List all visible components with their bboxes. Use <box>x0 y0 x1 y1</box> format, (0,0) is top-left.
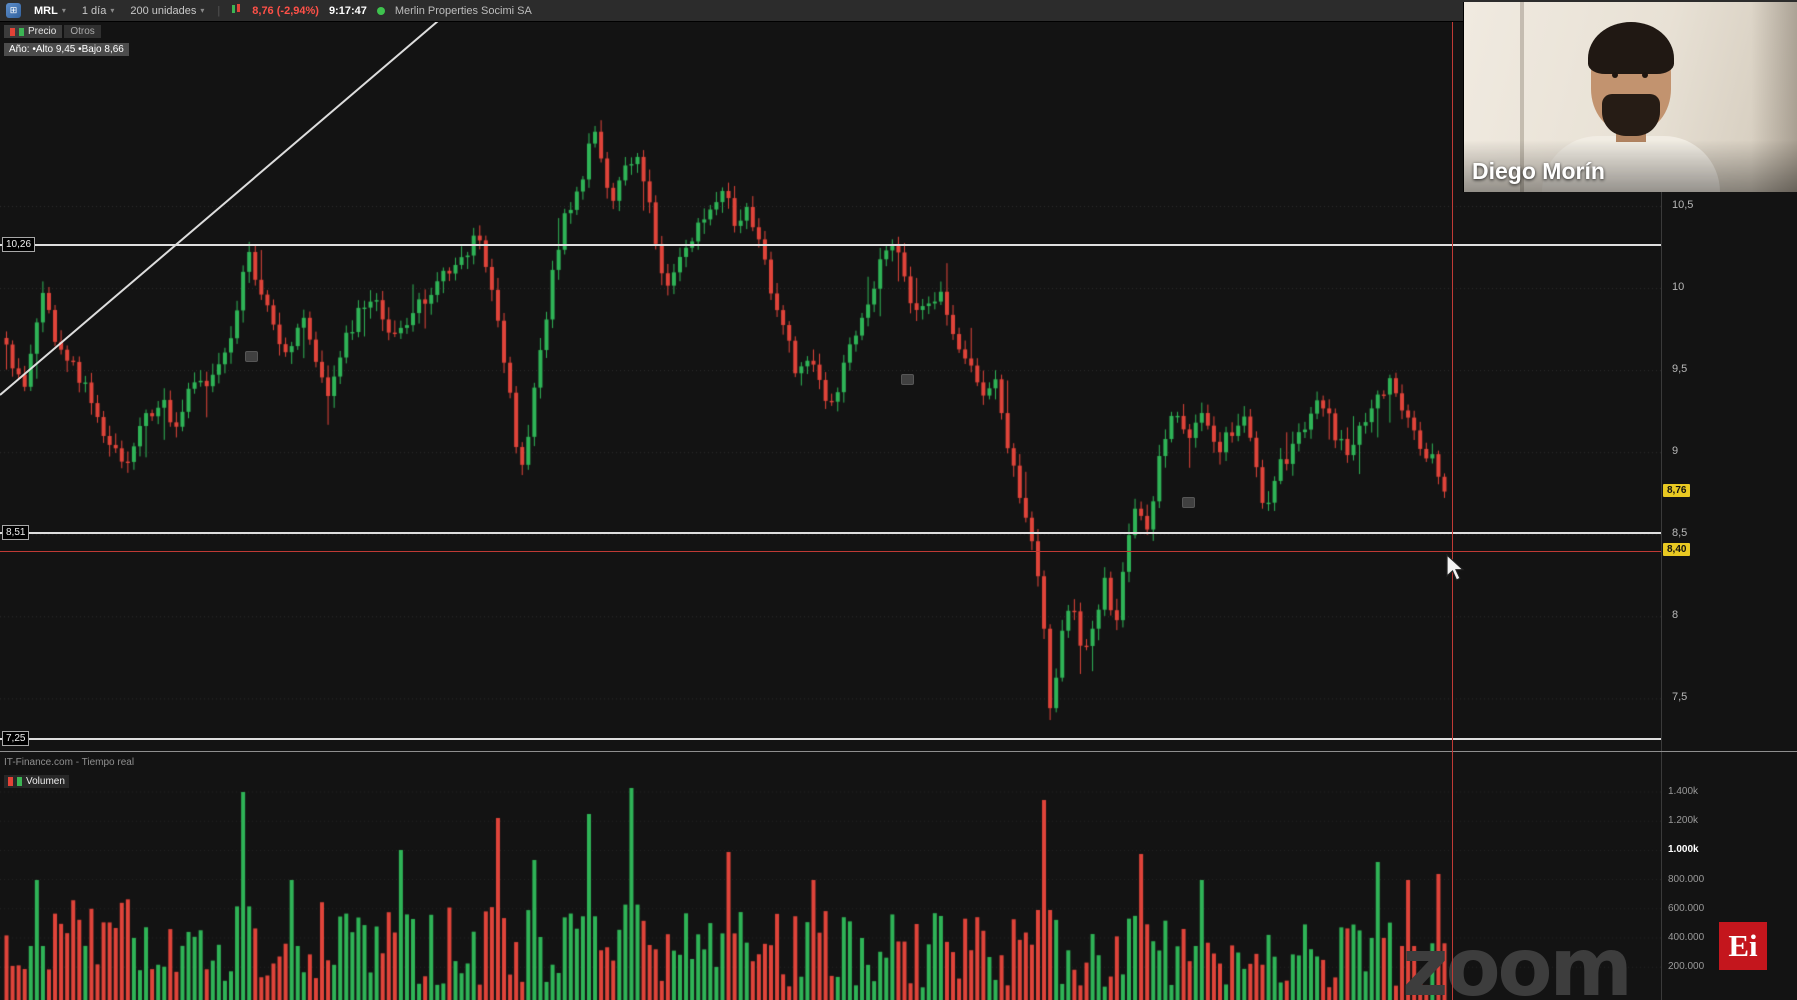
ei-brand-logo: Ei <box>1719 922 1767 970</box>
timeframe-dropdown[interactable]: 1 día ▾ <box>79 4 117 18</box>
level-price-label: 10,26 <box>2 237 36 253</box>
level-price-label: 8,51 <box>2 524 30 540</box>
symbol-label: MRL <box>34 4 58 17</box>
crosshair-vertical-line <box>1452 22 1453 1000</box>
volume-axis-tick: 1.200k <box>1668 815 1699 827</box>
crosshair-horizontal-line <box>0 551 1661 552</box>
clock: 9:17:47 <box>328 4 367 17</box>
horizontal-level-line <box>0 244 1661 247</box>
volume-axis-tick: 1.400k <box>1668 786 1699 797</box>
presenter-name: Diego Morín <box>1472 158 1605 184</box>
tab-precio[interactable]: Precio <box>4 25 63 38</box>
price-chart-canvas[interactable] <box>0 22 1661 751</box>
volume-axis-tick: 800.000 <box>1668 873 1705 885</box>
price-tag: 8,40 <box>1663 542 1691 556</box>
chart-type-icon[interactable] <box>230 3 242 18</box>
presenter-eye <box>1611 72 1618 78</box>
presenter-eye <box>1641 72 1648 78</box>
price-axis-tick: 8 <box>1672 609 1679 622</box>
event-marker-icon <box>245 351 259 363</box>
event-marker-icon <box>1181 497 1195 509</box>
zoom-watermark: zoom <box>1402 921 1633 1000</box>
tab-otros-label: Otros <box>70 26 95 37</box>
volume-legend-label: Volumen <box>26 776 65 787</box>
chevron-down-icon: ▾ <box>110 6 115 15</box>
volume-legend[interactable]: Volumen <box>4 775 69 788</box>
name-shade <box>1464 140 1797 192</box>
chevron-down-icon: ▾ <box>200 6 205 15</box>
toolbar: ⊞ MRL ▾ 1 día ▾ 200 unidades ▾ | 8,76 (-… <box>0 0 1797 22</box>
data-source-label: IT-Finance.com - Tiempo real <box>4 757 135 768</box>
last-price-value: 8,76 <box>252 4 274 17</box>
price-tag: 8,76 <box>1663 483 1691 497</box>
red-bar-icon <box>8 777 13 786</box>
price-change: (-2,94%) <box>276 4 319 17</box>
level-price-label: 7,25 <box>2 731 30 747</box>
price-axis-tick: 8,5 <box>1672 527 1688 540</box>
year-range-label: Año: •Alto 9,45 •Bajo 8,66 <box>4 43 129 56</box>
price-axis-separator <box>1661 22 1662 1000</box>
price-axis-tick: 7,5 <box>1672 691 1688 704</box>
volume-axis-tick: 1.000k <box>1668 844 1699 856</box>
volume-axis-tick: 600.000 <box>1668 902 1705 914</box>
pane-divider[interactable] <box>0 751 1797 752</box>
last-price: 8,76 (-2,94%) <box>252 5 319 17</box>
event-marker-icon <box>901 374 915 386</box>
presenter-beard <box>1601 94 1660 136</box>
price-axis-tick: 10 <box>1672 281 1685 294</box>
mouse-cursor <box>1446 554 1465 581</box>
price-axis-tick: 10,5 <box>1672 199 1694 211</box>
horizontal-level-line <box>0 738 1661 741</box>
background-shadow <box>1751 2 1797 192</box>
toolbar-separator: | <box>217 4 221 17</box>
volume-axis-tick: 400.000 <box>1668 932 1705 943</box>
green-candle-icon <box>19 27 24 36</box>
company-name: Merlin Properties Socimi SA <box>394 4 532 17</box>
volume-chart-canvas[interactable] <box>0 751 1661 1000</box>
webcam-overlay: Diego Morín <box>1463 2 1797 192</box>
units-label: 200 unidades <box>130 4 197 17</box>
units-dropdown[interactable]: 200 unidades ▾ <box>127 4 207 18</box>
chevron-down-icon: ▾ <box>61 6 66 15</box>
green-bar-icon <box>17 777 22 786</box>
symbol-dropdown[interactable]: MRL ▾ <box>31 4 69 18</box>
realtime-status-icon <box>376 6 385 15</box>
red-candle-icon <box>10 27 15 36</box>
presenter-hair <box>1587 22 1674 74</box>
price-axis-tick: 9,5 <box>1672 363 1688 376</box>
tab-precio-label: Precio <box>28 26 57 37</box>
timeframe-label: 1 día <box>81 4 107 17</box>
price-axis-tick: 9 <box>1672 445 1679 458</box>
horizontal-level-line <box>0 531 1661 534</box>
tab-otros[interactable]: Otros <box>64 25 101 38</box>
volume-axis-tick: 200.000 <box>1668 961 1705 973</box>
background-door-frame <box>1520 2 1524 192</box>
presenter-torso <box>1541 136 1720 192</box>
app-icon[interactable]: ⊞ <box>6 3 21 18</box>
pane-tabs: Precio Otros <box>4 25 101 38</box>
